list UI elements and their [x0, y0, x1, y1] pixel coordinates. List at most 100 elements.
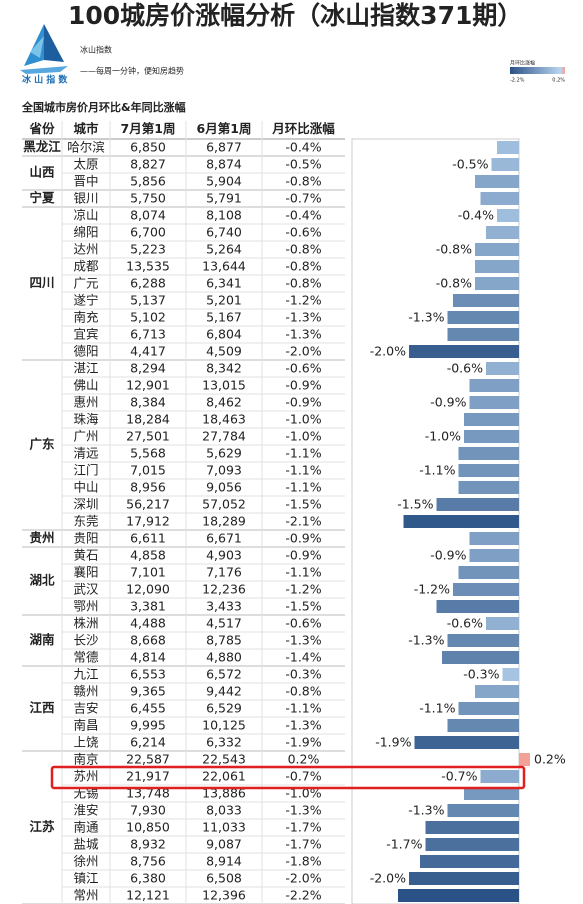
value-cell: -2.0%: [285, 344, 321, 359]
value-cell: 6,529: [206, 701, 242, 716]
city-cell: 襄阳: [73, 565, 98, 580]
value-cell: 22,543: [202, 752, 246, 767]
value-label: -1.9%: [375, 735, 411, 750]
value-cell: 22,061: [202, 769, 246, 784]
value-cell: 4,858: [130, 548, 166, 563]
city-cell: 武汉: [73, 582, 99, 597]
value-cell: 6,572: [206, 667, 242, 682]
value-cell: 12,236: [202, 582, 246, 597]
value-cell: 10,850: [126, 820, 170, 835]
bar: [475, 243, 519, 256]
value-cell: 17,912: [126, 514, 170, 529]
value-cell: 4,417: [130, 344, 166, 359]
value-cell: -0.5%: [285, 157, 321, 172]
highlight-box: [50, 765, 526, 790]
city-cell: 黄石: [73, 548, 98, 563]
city-cell: 成都: [73, 259, 99, 274]
value-cell: 6,380: [130, 871, 166, 886]
column-header: 城市: [73, 121, 99, 136]
value-cell: 5,750: [130, 191, 166, 206]
city-cell: 鄂州: [73, 599, 98, 614]
value-label: -1.2%: [414, 582, 450, 597]
value-cell: 8,384: [130, 395, 166, 410]
value-label: -1.3%: [408, 310, 444, 325]
value-cell: 6,332: [206, 735, 242, 750]
value-label: -0.4%: [458, 208, 494, 223]
logo: [20, 24, 68, 74]
value-label: -0.3%: [463, 667, 499, 682]
bar: [475, 277, 519, 290]
value-label: -0.8%: [436, 276, 472, 291]
value-label: -0.7%: [441, 769, 477, 784]
city-cell: 南昌: [73, 718, 98, 733]
value-cell: 12,090: [126, 582, 170, 597]
city-cell: 深圳: [73, 497, 98, 512]
value-cell: -1.3%: [285, 633, 321, 648]
city-cell: 中山: [73, 480, 98, 495]
value-cell: -0.6%: [285, 225, 321, 240]
city-cell: 太原: [73, 157, 98, 172]
value-label: -0.5%: [452, 157, 488, 172]
value-cell: 12,396: [202, 888, 246, 903]
value-cell: 5,856: [130, 174, 166, 189]
city-cell: 晋中: [73, 174, 98, 189]
value-cell: 27,501: [126, 429, 170, 444]
value-label: -1.0%: [425, 429, 461, 444]
value-cell: -1.8%: [285, 854, 321, 869]
province-cell: 江苏: [29, 819, 55, 834]
value-cell: 8,108: [206, 208, 242, 223]
value-cell: 8,932: [130, 837, 166, 852]
value-cell: -0.6%: [285, 616, 321, 631]
value-cell: -1.7%: [285, 820, 321, 835]
legend-max: 0.2%: [552, 78, 565, 84]
column-header: 省份: [28, 121, 55, 136]
value-label: -1.1%: [419, 701, 455, 716]
value-cell: 6,611: [130, 531, 166, 546]
value-cell: 6,341: [206, 276, 242, 291]
value-cell: 8,462: [206, 395, 242, 410]
province-cell: 宁夏: [29, 190, 55, 205]
value-cell: 5,223: [130, 242, 166, 257]
value-label: -0.6%: [447, 616, 483, 631]
city-cell: 淮安: [73, 803, 98, 818]
city-cell: 银川: [73, 191, 98, 206]
city-cell: 遂宁: [73, 293, 98, 308]
value-cell: 5,167: [206, 310, 242, 325]
province-cell: 江西: [29, 700, 54, 715]
city-cell: 南京: [73, 752, 98, 767]
value-cell: 6,455: [130, 701, 166, 716]
value-cell: 8,294: [130, 361, 166, 376]
value-cell: 6,877: [206, 140, 242, 155]
city-cell: 东莞: [73, 514, 98, 529]
column-header: 7月第1周: [121, 121, 176, 136]
bar: [458, 481, 519, 494]
city-cell: 常德: [73, 650, 99, 665]
value-cell: 6,700: [130, 225, 166, 240]
province-cell: 黑龙江: [23, 139, 61, 154]
legend-gradient: [510, 67, 565, 74]
province-cell: 四川: [29, 275, 54, 290]
value-cell: 18,284: [126, 412, 170, 427]
value-cell: 6,713: [130, 327, 166, 342]
slogan: ——每周一分钟，便知房趋势: [80, 66, 184, 76]
bar: [469, 396, 519, 409]
value-cell: 5,904: [206, 174, 242, 189]
value-label: -1.1%: [419, 463, 455, 478]
bar: [519, 753, 530, 766]
bar: [480, 770, 519, 783]
bar: [475, 175, 519, 188]
bar: [497, 141, 519, 154]
bar: [502, 668, 519, 681]
value-cell: -1.0%: [285, 412, 321, 427]
city-cell: 上饶: [73, 735, 99, 750]
value-cell: -0.8%: [285, 684, 321, 699]
value-cell: 8,827: [130, 157, 166, 172]
value-cell: -0.9%: [285, 548, 321, 563]
city-cell: 广州: [73, 429, 98, 444]
city-cell: 清远: [73, 446, 99, 461]
value-cell: 7,101: [130, 565, 166, 580]
value-cell: -0.9%: [285, 395, 321, 410]
bar: [414, 736, 519, 749]
value-cell: 8,668: [130, 633, 166, 648]
city-cell: 南通: [73, 820, 99, 835]
